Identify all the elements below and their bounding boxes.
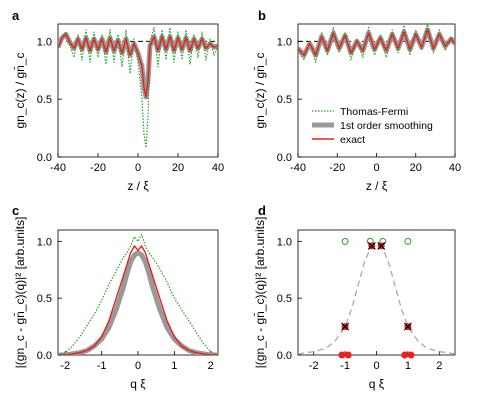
x-tick-label: 0 [373, 360, 379, 372]
series-line-exact [58, 245, 218, 355]
y-tick-label: 1.0 [37, 36, 52, 48]
x-axis-label: z / ξ [127, 179, 149, 193]
y-tick-label: 1.0 [277, 36, 292, 48]
y-axis-label: |(gn_c - gn̄_c)(q)|² [arb.units] [13, 217, 27, 369]
x-tick-label: 40 [449, 162, 461, 174]
y-axis-label: gn_c(z) / gn̄_c [13, 52, 27, 128]
y-tick-label: 0.0 [37, 350, 52, 362]
x-tick-label: -20 [90, 162, 106, 174]
legend-entry: 1st order smoothing [340, 120, 433, 132]
x-tick-label: 20 [172, 162, 184, 174]
series-line-thomas-fermi [58, 26, 218, 149]
x-axis-label: q ξ [369, 377, 385, 391]
x-tick-label: -1 [340, 360, 350, 372]
y-tick-label: 0.0 [277, 152, 292, 164]
series-line-1st-order-smoothing [58, 250, 218, 355]
x-tick-label: -20 [329, 162, 345, 174]
series-line-exact [58, 33, 218, 98]
legend-entry: Thomas-Fermi [340, 106, 408, 118]
data-point-zero-level-points [407, 351, 415, 359]
panel-d: d -2 -1 0 1 2 0.0 0.5 1.0 [258, 203, 456, 372]
y-tick-label: 1.0 [277, 236, 292, 248]
x-tick-label: 1 [405, 360, 411, 372]
legend-entry: exact [340, 134, 365, 146]
y-axis-label: |(gn_c - gn̄_c)(q)|² [arb.units] [253, 217, 267, 369]
x-tick-label: 0 [373, 162, 379, 174]
x-axis-label: z / ξ [366, 179, 388, 193]
x-axis-label: q ξ [130, 377, 146, 391]
x-tick-label: -2 [60, 360, 70, 372]
panel-label: c [12, 203, 19, 218]
x-tick-label: -40 [50, 162, 66, 174]
panel-b: b -40 -20 0 20 40 0.0 0.5 1.0 Thomas-Fermi 1st ord… [258, 8, 461, 174]
x-tick-label: 0 [135, 360, 141, 372]
y-tick-label: 0.5 [277, 293, 292, 305]
legend: Thomas-Fermi 1st order smoothing exact [312, 106, 433, 146]
data-point-zero-level-points [401, 351, 409, 359]
series-line-exact [298, 29, 455, 56]
x-tick-label: 0 [135, 162, 141, 174]
x-tick-label: 40 [212, 162, 224, 174]
panel-a: a -40 -20 0 20 40 0.0 0.5 1.0 [12, 8, 224, 174]
data-point-exact [403, 322, 412, 331]
data-point-zero-level-points [344, 351, 352, 359]
x-tick-label: -40 [290, 162, 306, 174]
y-tick-label: 0.5 [37, 293, 52, 305]
plot-area [58, 26, 218, 149]
plot-area [58, 233, 218, 355]
x-tick-label: -1 [97, 360, 107, 372]
data-point-thomas-fermi [404, 237, 412, 245]
panel-c: c -2 -1 0 1 2 0.0 0.5 1.0 [12, 203, 219, 372]
panel-label: b [258, 8, 266, 23]
y-tick-label: 0.5 [277, 94, 292, 106]
plot-area [298, 242, 455, 355]
data-point-exact [367, 241, 376, 250]
y-axis-label: gn_c(z) / gn̄_c [253, 52, 267, 128]
plot-frame [57, 229, 219, 356]
x-tick-label: -2 [309, 360, 319, 372]
series-line-envelope [298, 242, 455, 355]
data-point-thomas-fermi [341, 237, 349, 245]
y-tick-label: 0.0 [37, 152, 52, 164]
plot-area [298, 24, 455, 63]
data-point-zero-level-points [338, 351, 346, 359]
panel-label: a [12, 8, 20, 23]
data-point-exact [341, 322, 350, 331]
data-point-exact [377, 241, 386, 250]
y-tick-label: 1.0 [37, 236, 52, 248]
y-tick-label: 0.5 [37, 94, 52, 106]
y-tick-label: 0.0 [277, 350, 292, 362]
x-tick-label: 1 [171, 360, 177, 372]
plot-frame [297, 229, 456, 356]
x-tick-label: 20 [410, 162, 422, 174]
panel-label: d [258, 203, 266, 218]
x-tick-label: 2 [208, 360, 214, 372]
x-tick-label: 2 [436, 360, 442, 372]
